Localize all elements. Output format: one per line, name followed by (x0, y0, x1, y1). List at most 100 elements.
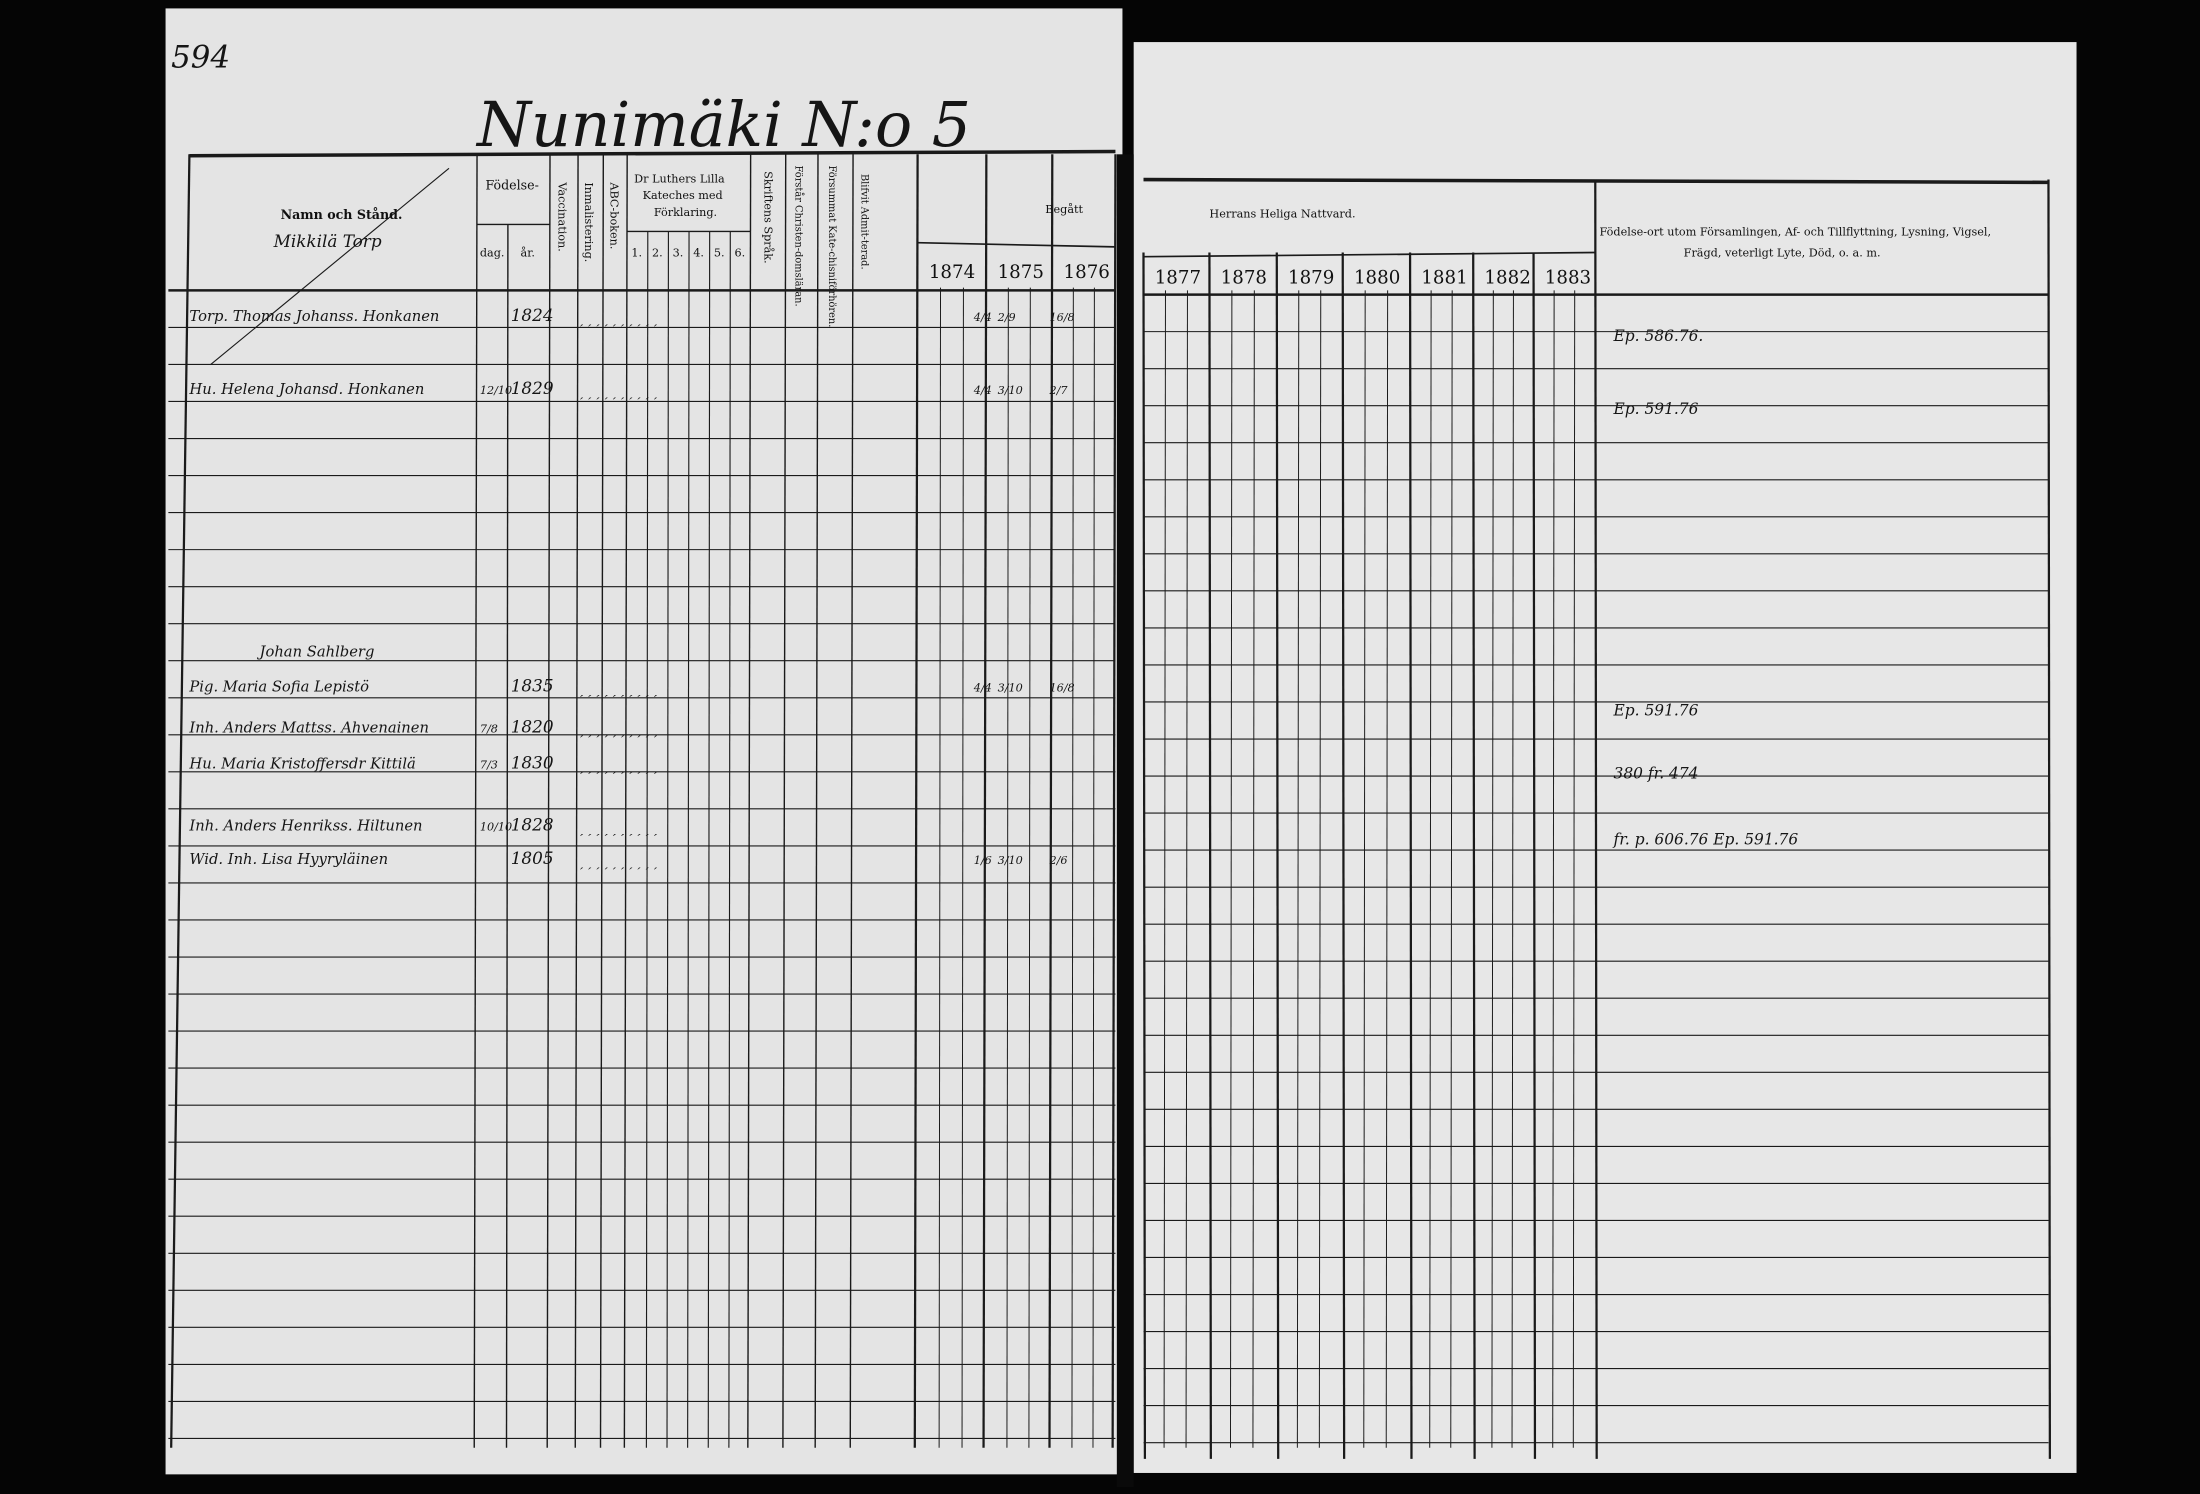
communion-date: 16/8 (1049, 682, 1074, 695)
column-rule (1252, 290, 1255, 1448)
catechism-marks: ˏ ˏ ˏ ˏ ˏ ˏ ˏ ˏ ˏ ˏ (579, 385, 657, 400)
communion-date: 2/6 (1048, 854, 1067, 867)
column-rule (473, 154, 478, 1448)
year-header: 1878 (1221, 267, 1267, 288)
catechism-part-label: 4. (693, 247, 704, 260)
register-entry: Johan Sahlberg (257, 644, 375, 661)
column-rule (782, 154, 787, 1448)
header-birth-year: år. (521, 247, 535, 260)
column-rule (1142, 252, 1147, 1459)
column-rule (1006, 287, 1009, 1448)
column-rule (1028, 287, 1031, 1448)
column-rule (1429, 290, 1432, 1448)
column-rule (574, 154, 579, 1448)
entry-note: Ep. 591.76 (1613, 701, 1699, 719)
column-rule (1163, 290, 1166, 1448)
communion-date: 3/10 (998, 682, 1023, 695)
year-header: 1882 (1484, 267, 1530, 288)
column-rule (2047, 179, 2051, 1459)
column-rule (645, 231, 649, 1448)
page-title: Nunimäki N:o 5 (475, 89, 971, 161)
communion-date: 3/10 (998, 384, 1023, 397)
header-rule (1143, 251, 1596, 258)
year-header: 1875 (998, 262, 1044, 283)
catechism-marks: ˏ ˏ ˏ ˏ ˏ ˏ ˏ ˏ ˏ ˏ (579, 760, 657, 775)
column-rule (1229, 290, 1233, 1448)
catechism-part-label: 3. (673, 247, 684, 260)
column-rule (546, 154, 551, 1448)
column-rule (913, 154, 919, 1448)
header-vaccination: Vaccination. (555, 181, 568, 251)
entry-birth-day: 7/8 (480, 722, 498, 735)
entry-name: Inh. Anders Mattss. Ahvenainen (188, 719, 429, 736)
column-rule (1048, 154, 1054, 1448)
year-header: 1877 (1155, 267, 1201, 288)
entry-note: 380 fr. 474 (1614, 765, 1699, 783)
entry-name: Johan Sahlberg (257, 644, 375, 661)
diagonal-stroke (210, 167, 450, 366)
column-rule (1092, 287, 1095, 1448)
header-catechism-3: Förklaring. (654, 206, 717, 219)
column-rule (707, 231, 711, 1448)
column-rule (1450, 290, 1453, 1448)
column-rule (1363, 290, 1366, 1448)
year-header: 1881 (1421, 267, 1467, 288)
year-header: 1874 (929, 262, 975, 283)
header-begatt: Begått (1045, 203, 1083, 216)
column-rule (1208, 252, 1212, 1459)
column-rule (1296, 290, 1300, 1448)
column-rule (938, 287, 942, 1448)
entry-note: fr. p. 606.76 Ep. 591.76 (1613, 830, 1799, 848)
column-rule (666, 231, 669, 1448)
column-rule (1071, 287, 1074, 1448)
entry-birth-year: 1829 (511, 378, 554, 398)
right-page (1133, 42, 2077, 1473)
ruled-grid (168, 149, 2051, 1459)
entry-name: Wid. Inh. Lisa Hyyryläinen (189, 851, 388, 868)
header-missed: Försummat Kate-chisniförhören. (826, 166, 837, 328)
header-catechism-1: Dr Luthers Lilla (634, 172, 725, 185)
catechism-marks: ˏ ˏ ˏ ˏ ˏ ˏ ˏ ˏ ˏ ˏ (579, 723, 657, 738)
register-entry: Inh. Anders Mattss. Ahvenainen 7/8 1820 ˏ ˏ… (188, 716, 657, 738)
table-top-rule (189, 149, 1116, 158)
entry-name: Hu. Helena Johansd. Honkanen (188, 381, 424, 398)
column-rule (961, 287, 964, 1448)
catechism-marks: ˏ ˏ ˏ ˏ ˏ ˏ ˏ ˏ ˏ ˏ (579, 855, 657, 870)
entry-name: Torp. Thomas Johanss. Honkanen (189, 308, 439, 325)
entry-birth-year: 1824 (511, 305, 554, 325)
entry-birth-year: 1820 (511, 716, 554, 736)
column-rule (1511, 290, 1514, 1448)
column-rule (1552, 290, 1555, 1448)
column-rule (849, 154, 854, 1448)
column-rule (1491, 290, 1494, 1448)
communion-date: 16/8 (1049, 311, 1074, 324)
column-rule (599, 154, 605, 1448)
entry-birth-year: 1828 (511, 814, 554, 834)
column-rule (170, 154, 191, 1448)
catechism-marks: ˏ ˏ ˏ ˏ ˏ ˏ ˏ ˏ ˏ ˏ (579, 682, 657, 697)
column-rule (1111, 154, 1117, 1448)
header-inmalistering: Inmalistering. (582, 182, 595, 262)
catechism-part-label: 1. (631, 247, 642, 260)
register-entry: Torp. Thomas Johanss. Honkanen 1824 ˏ ˏ ˏ … (189, 305, 1703, 345)
year-header: 1883 (1545, 267, 1591, 288)
column-rule (1385, 290, 1389, 1448)
entry-name: Inh. Anders Henrikss. Hiltunen (188, 817, 422, 834)
header-catechism-2: Kateches med (643, 189, 723, 202)
column-rule (1572, 290, 1576, 1448)
header-communion: Herrans Heliga Nattvard. (1209, 207, 1355, 220)
entry-birth-day: 7/3 (480, 759, 498, 772)
column-rule (1594, 179, 1598, 1459)
communion-date: 3/10 (998, 854, 1023, 867)
entry-birth-day: 12/10 (480, 384, 512, 397)
register-entry: Hu. Maria Kristoffersdr Kittilä 7/3 1830 ˏ … (188, 753, 1698, 783)
header-rule (917, 241, 1116, 248)
communion-date: 1/6 (974, 854, 992, 867)
column-rule (1185, 290, 1188, 1448)
header-abc: ABC-boken. (607, 181, 620, 249)
header-notes-2: Frägd, veterligt Lyte, Död, o. a. m. (1684, 247, 1881, 260)
register-entry: Pig. Maria Sofia Lepistö 1835 ˏ ˏ ˏ ˏ ˏ ˏ … (188, 676, 1698, 720)
